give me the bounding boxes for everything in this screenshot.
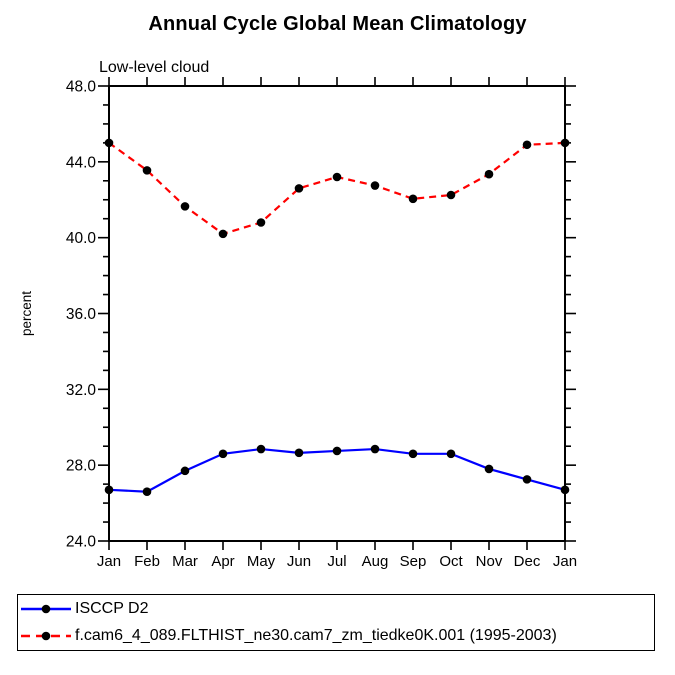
svg-text:36.0: 36.0: [66, 306, 97, 323]
svg-text:Jul: Jul: [327, 553, 346, 570]
chart-subtitle: Low-level cloud: [99, 59, 210, 76]
legend-box: ISCCP D2 f.cam6_4_089.FLTHIST_ne30.cam7_…: [17, 594, 655, 651]
svg-text:Apr: Apr: [211, 553, 234, 570]
svg-text:Jun: Jun: [287, 553, 311, 570]
legend-label-model-run: f.cam6_4_089.FLTHIST_ne30.cam7_zm_tiedke…: [75, 627, 557, 644]
chart-title: Annual Cycle Global Mean Climatology: [148, 13, 527, 35]
svg-text:Feb: Feb: [134, 553, 160, 570]
legend-label-isccp: ISCCP D2: [75, 600, 149, 617]
svg-text:28.0: 28.0: [66, 458, 97, 475]
svg-text:Jan: Jan: [553, 553, 577, 570]
svg-text:Aug: Aug: [362, 553, 389, 570]
svg-text:40.0: 40.0: [66, 230, 97, 247]
svg-text:Sep: Sep: [400, 553, 427, 570]
svg-text:Oct: Oct: [439, 553, 463, 570]
legend-item-isccp: ISCCP D2: [20, 596, 654, 622]
svg-text:percent: percent: [19, 291, 34, 336]
plot-canvas: 24.0 28.0 32.0 36.0 40.0 44.0 48.0 Jan Feb Mar Apr…: [19, 77, 577, 570]
svg-text:May: May: [247, 553, 276, 570]
svg-text:Nov: Nov: [476, 553, 503, 570]
legend-item-model-run: f.cam6_4_089.FLTHIST_ne30.cam7_zm_tiedke…: [20, 623, 654, 649]
legend-solid-line-icon: [21, 604, 71, 614]
legend-dashed-line-icon: [21, 631, 71, 641]
svg-text:Jan: Jan: [97, 553, 121, 570]
svg-text:48.0: 48.0: [66, 79, 97, 96]
svg-text:Dec: Dec: [514, 553, 541, 570]
svg-text:Mar: Mar: [172, 553, 198, 570]
svg-text:32.0: 32.0: [66, 382, 97, 399]
svg-text:44.0: 44.0: [66, 154, 97, 171]
svg-text:24.0: 24.0: [66, 534, 97, 551]
